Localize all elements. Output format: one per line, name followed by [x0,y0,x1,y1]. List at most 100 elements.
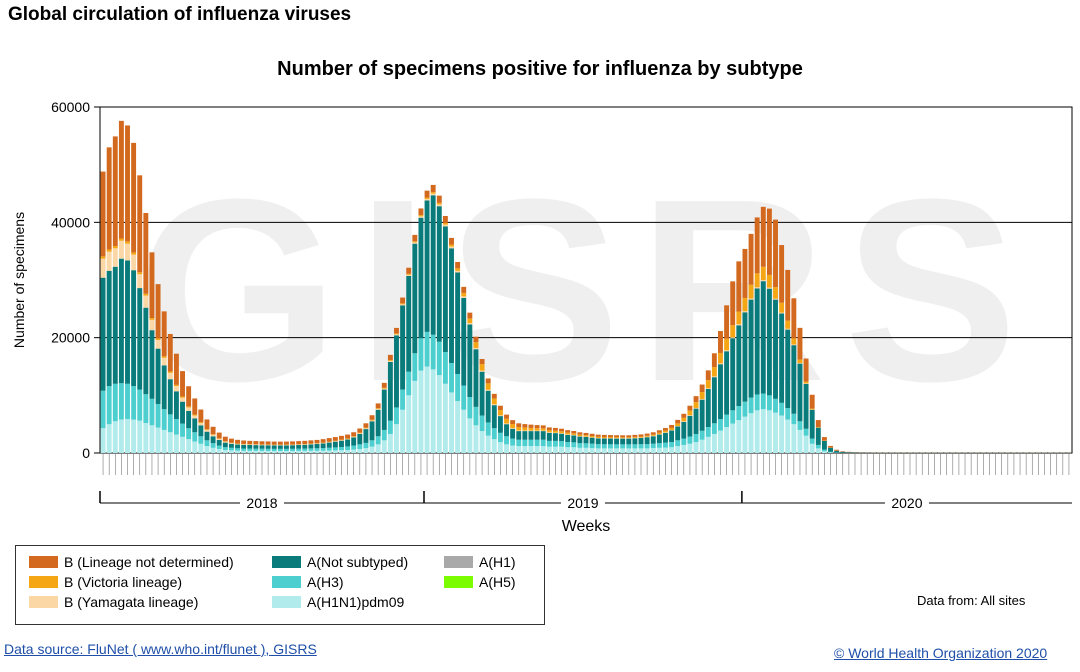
bar-segment [167,379,173,415]
bar-segment [143,423,149,453]
bar-segment [412,380,418,453]
bar-segment [125,241,130,244]
bar-segment [461,297,467,386]
bar-segment [491,393,497,399]
bar-segment [815,427,821,445]
bar-segment [473,347,479,350]
bar-segment [412,241,418,243]
bar-segment [797,363,803,422]
bar-segment [387,361,393,421]
bar-segment [302,450,308,453]
bar-segment [711,423,717,434]
bar-segment [363,442,369,449]
bar-segment [332,450,338,453]
bar-segment [259,445,265,449]
bar-segment [736,406,742,421]
bar-segment [277,445,283,449]
bar-segment [430,193,436,196]
bar-segment [718,363,723,365]
bar-segment [290,445,296,449]
legend-label: A(H1) [479,554,516,570]
bar-segment [620,437,626,439]
bar-segment [436,195,442,203]
bar-segment [198,436,204,444]
bar-segment [534,431,540,440]
bar-segment [161,357,167,366]
bar-segment [791,344,797,346]
bar-segment [754,394,760,411]
bar-segment [601,438,607,445]
bar-segment [345,439,351,447]
bar-segment [663,428,668,431]
bar-segment [540,428,546,431]
bar-segment [424,366,430,453]
y-axis: 0 20000 40000 60000 [51,99,100,461]
bar-segment [112,248,118,267]
data-source-link[interactable]: Data source: FluNet ( www.who.int/flunet… [4,641,317,657]
bar-segment [143,212,149,294]
bar-segment [730,281,736,326]
bar-segment [277,448,283,451]
bar-segment [100,171,106,257]
bar-segment [528,439,534,447]
legend: B (Lineage not determined) B (Victoria li… [15,545,545,625]
bar-segment [216,440,222,446]
bar-segment [125,418,130,453]
bar-segment [394,335,399,408]
bar-segment [284,445,289,449]
bar-segment [803,435,809,453]
bar-segment [504,418,509,424]
bar-segment [326,438,332,442]
bar-segment [705,436,711,453]
bar-segment [504,444,509,453]
bar-segment [173,386,179,392]
bar-segment [381,382,387,388]
bar-segment [504,423,509,425]
bar-segment [552,446,558,453]
bar-segment [106,249,112,252]
bar-segment [192,432,198,442]
bar-segment [430,184,436,193]
bar-segment [357,428,363,433]
bar-segment [608,444,613,449]
bar-segment [118,240,124,259]
bar-segment [112,245,118,249]
bar-segment [510,428,516,429]
bar-segment [430,369,436,453]
bar-segment [748,284,754,299]
legend-label: B (Yamagata lineage) [64,594,199,610]
legend-item: B (Lineage not determined) [29,554,234,570]
bar-segment [198,422,204,424]
legend-item: A(Not subtyped) [272,554,408,570]
bar-segment [785,408,791,420]
bar-segment [442,215,448,223]
bar-segment [357,448,363,453]
bar-segment [473,349,479,407]
bar-segment [412,243,418,354]
legend-item: A(H3) [272,574,344,590]
bar-segment [491,439,497,453]
bar-segment [235,450,240,453]
bar-segment [552,440,558,447]
bar-segment [840,451,846,453]
bar-segment [620,438,626,445]
bar-segment [308,444,314,449]
bar-segment [314,448,320,451]
bar-segment [546,432,552,441]
bar-segment [644,437,650,445]
bar-segment [803,381,809,384]
bar-segment [210,443,216,448]
bar-segment [442,224,448,227]
bar-segment [284,441,289,445]
bar-segment [608,438,613,445]
bar-segment [718,418,723,431]
copyright-link[interactable]: © World Health Organization 2020 [834,645,1048,661]
bar-segment [155,403,161,428]
bar-segment [247,440,253,445]
bar-segment [528,431,534,440]
bar-segment [198,409,204,423]
bar-segment [540,425,546,429]
bar-segment [143,293,149,296]
bar-segment [522,439,528,447]
bar-segment [559,433,564,434]
